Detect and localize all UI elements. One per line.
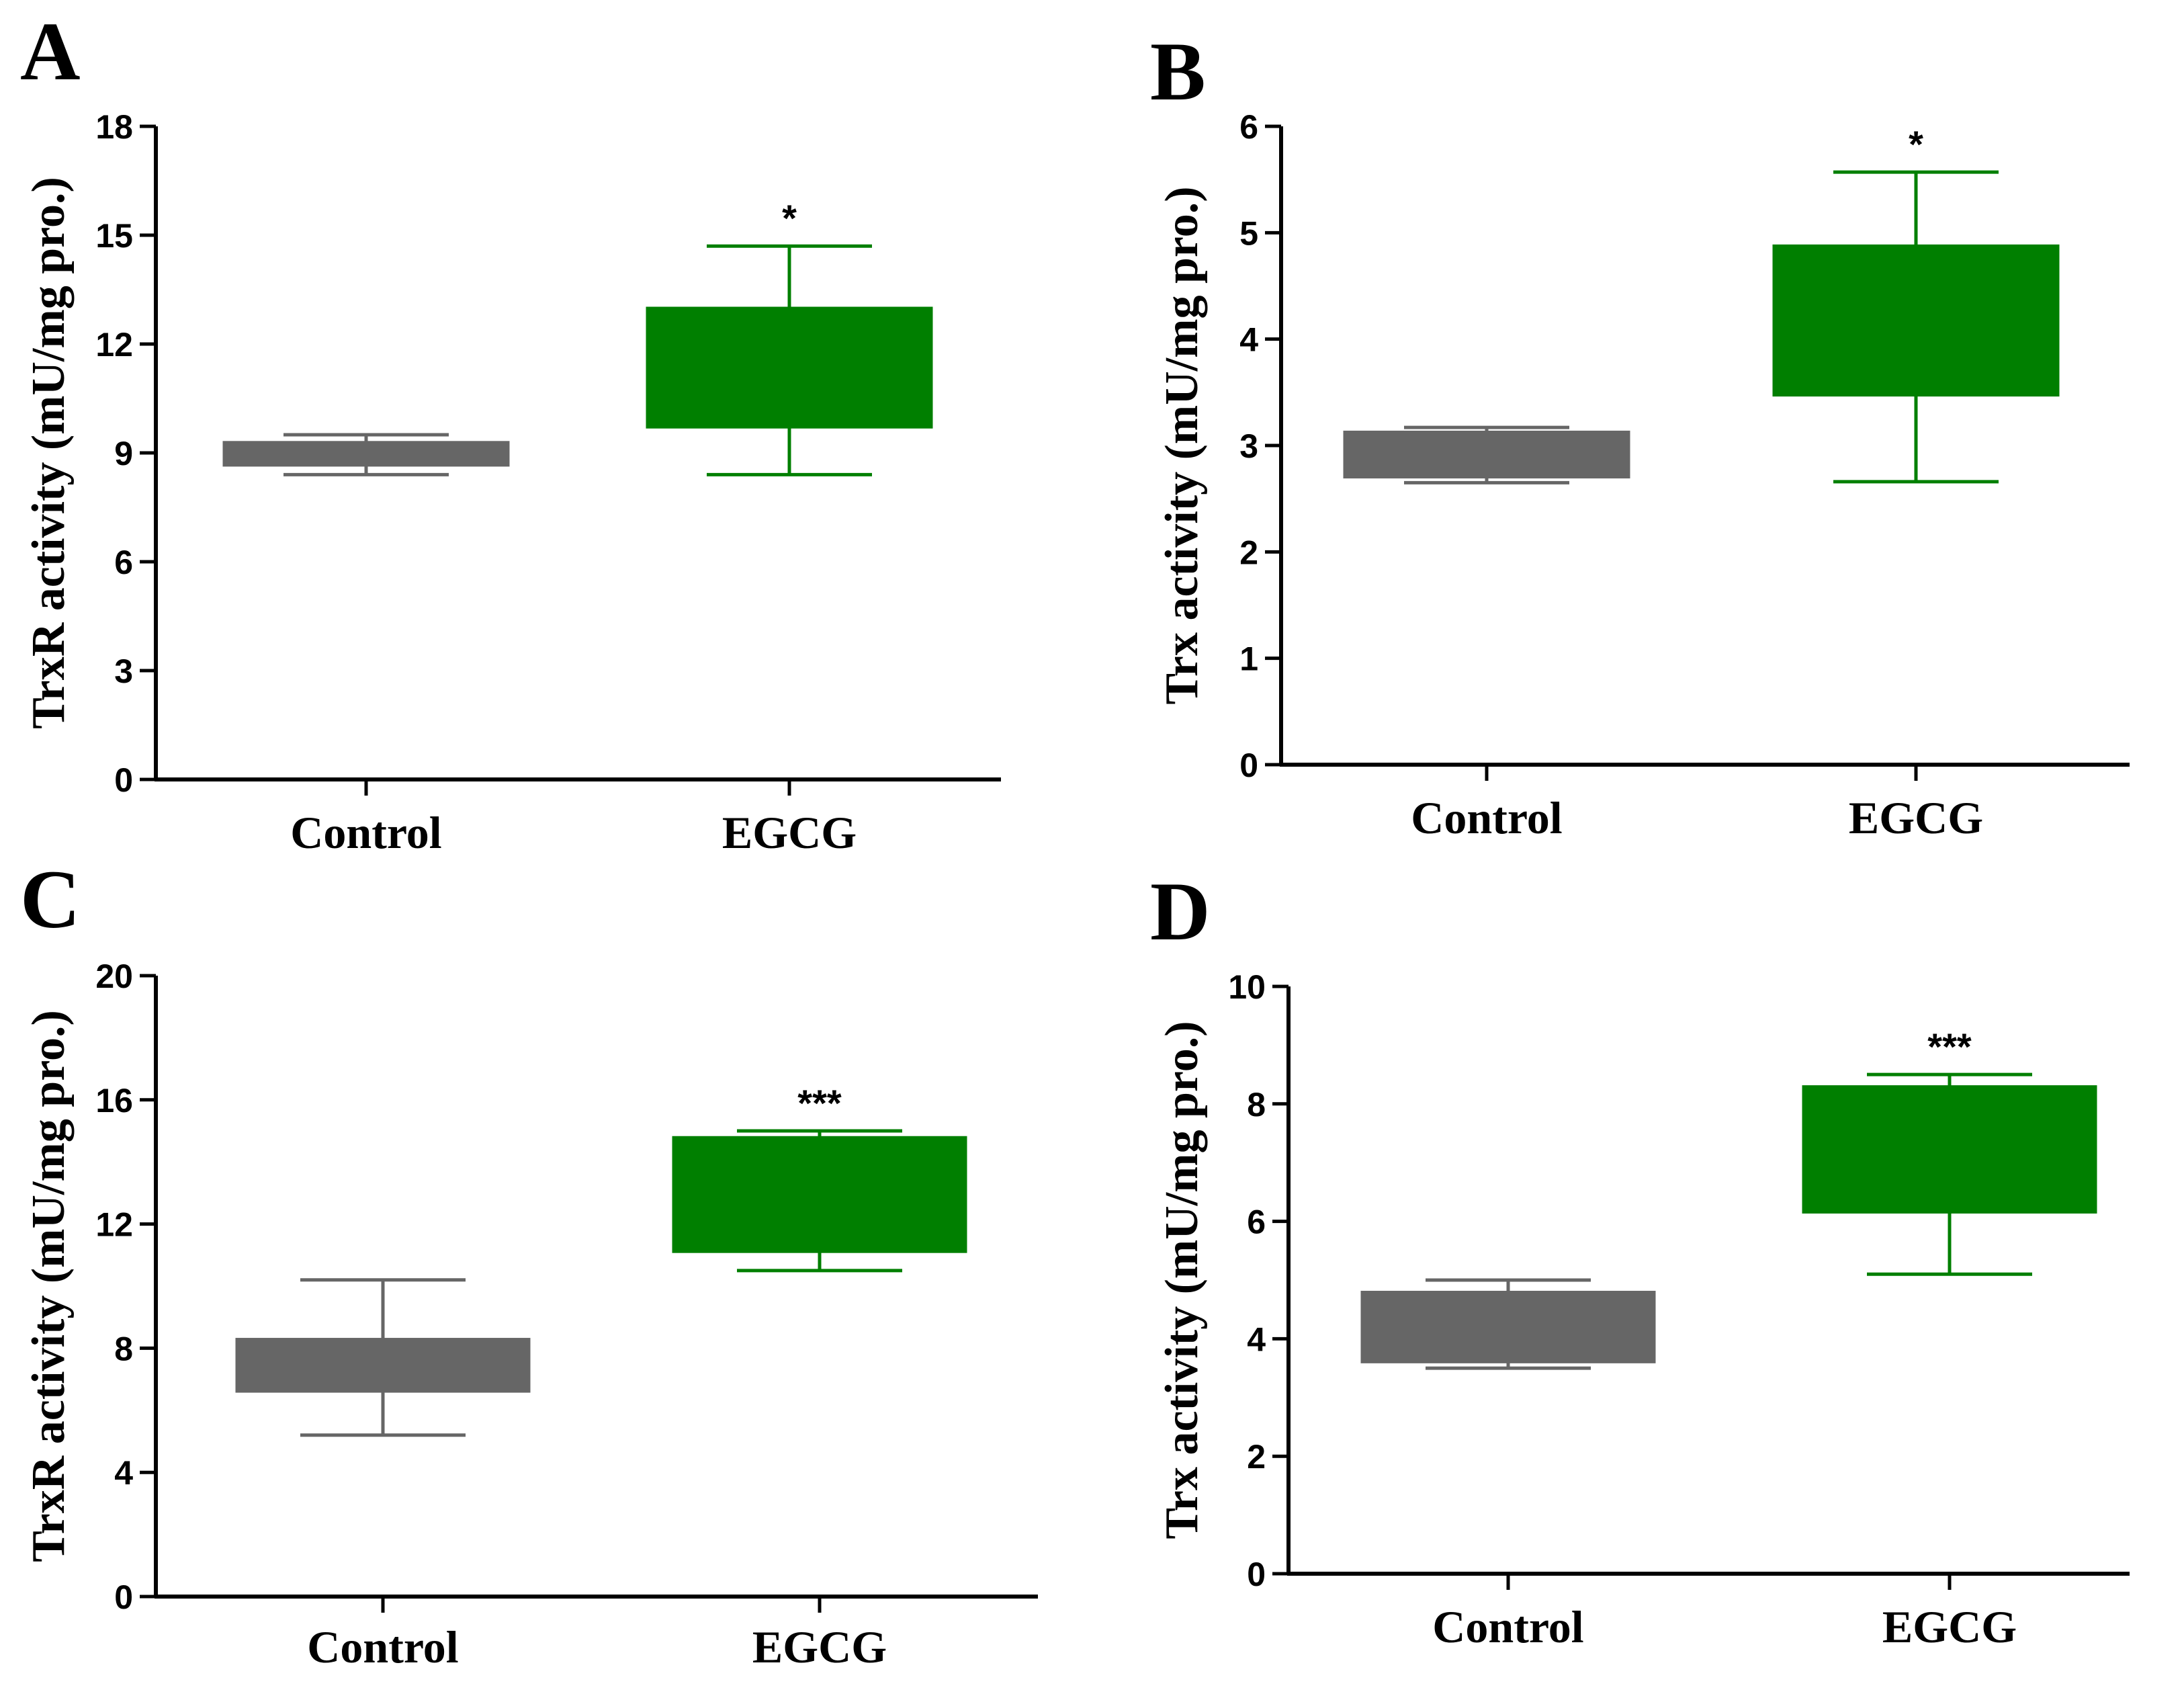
iqr-box xyxy=(1802,1085,2097,1214)
iqr-box xyxy=(222,441,510,467)
y-tick-label: 16 xyxy=(95,1082,133,1119)
panel-a: A TrxR activity (mU/mg pro.) 0 3 6 9 12 15 18 Con… xyxy=(20,5,1001,858)
y-tick-label: 4 xyxy=(1239,321,1258,359)
panel-letter: B xyxy=(1150,26,1206,118)
y-tick-label: 6 xyxy=(1247,1203,1266,1241)
box-egcg: * xyxy=(646,197,933,476)
y-tick-label: 0 xyxy=(114,761,133,799)
box-control xyxy=(1343,425,1630,484)
y-tick-label: 20 xyxy=(95,958,133,995)
y-tick-label: 5 xyxy=(1239,214,1258,252)
iqr-box xyxy=(1772,244,2060,397)
y-axis-title: TrxR activity (mU/mg pro.) xyxy=(23,177,75,729)
significance-marker: *** xyxy=(1927,1025,1972,1068)
significance-marker: * xyxy=(1909,123,1923,165)
y-tick-label: 18 xyxy=(95,108,133,146)
panel-letter: A xyxy=(20,5,81,97)
iqr-box xyxy=(1360,1290,1656,1363)
y-tick-label: 12 xyxy=(95,326,133,364)
y-tick-label: 6 xyxy=(114,544,133,581)
y-tick-label: 6 xyxy=(1239,108,1258,146)
y-tick-label: 12 xyxy=(95,1206,133,1244)
box-egcg: *** xyxy=(672,1082,967,1273)
y-axis-title: Trx activity (mU/mg pro.) xyxy=(1156,186,1208,704)
box-egcg: *** xyxy=(1802,1025,2097,1276)
x-category-label: EGCG xyxy=(1882,1601,2017,1652)
panel-c: C TrxR activity (mU/mg pro.) 0 4 8 12 16 20 Cont… xyxy=(20,853,1038,1672)
y-tick-label: 8 xyxy=(114,1330,133,1367)
y-tick-label: 15 xyxy=(95,217,133,255)
iqr-box xyxy=(1343,430,1630,479)
y-tick-label: 1 xyxy=(1239,640,1258,678)
y-tick-label: 9 xyxy=(114,435,133,472)
iqr-box xyxy=(235,1338,531,1393)
y-tick-label: 4 xyxy=(1247,1320,1266,1358)
y-axis-title: TrxR activity (mU/mg pro.) xyxy=(23,1010,75,1562)
box-control xyxy=(235,1278,531,1437)
x-category-label: Control xyxy=(307,1621,458,1672)
x-category-label: EGCG xyxy=(1849,792,1983,843)
y-tick-label: 0 xyxy=(114,1578,133,1616)
x-category-label: EGCG xyxy=(722,807,857,858)
y-axis-title: Trx activity (mU/mg pro.) xyxy=(1156,1021,1208,1539)
box-control xyxy=(1360,1278,1656,1370)
panel-letter: D xyxy=(1150,865,1211,958)
x-category-label: Control xyxy=(1432,1601,1583,1652)
y-tick-label: 3 xyxy=(1239,427,1258,465)
y-tick-label: 10 xyxy=(1228,968,1266,1006)
x-category-label: EGCG xyxy=(752,1621,887,1672)
y-tick-label: 0 xyxy=(1239,747,1258,784)
y-tick-label: 4 xyxy=(114,1454,133,1492)
panel-b: B Trx activity (mU/mg pro.) 0 1 2 3 4 5 6 Control… xyxy=(1150,26,2130,843)
significance-marker: * xyxy=(782,197,797,239)
y-tick-label: 8 xyxy=(1247,1086,1266,1123)
panel-d: D Trx activity (mU/mg pro.) 0 2 4 6 8 10 Control… xyxy=(1150,865,2130,1652)
iqr-box xyxy=(672,1136,967,1253)
y-tick-label: 2 xyxy=(1239,534,1258,571)
panel-letter: C xyxy=(20,853,81,945)
y-tick-label: 0 xyxy=(1247,1556,1266,1593)
y-tick-label: 2 xyxy=(1247,1438,1266,1476)
y-tick-label: 3 xyxy=(114,652,133,690)
iqr-box xyxy=(646,306,933,429)
significance-marker: *** xyxy=(797,1082,842,1124)
box-egcg: * xyxy=(1772,123,2060,484)
box-control xyxy=(222,433,510,476)
x-category-label: Control xyxy=(290,807,441,858)
x-category-label: Control xyxy=(1411,792,1562,843)
